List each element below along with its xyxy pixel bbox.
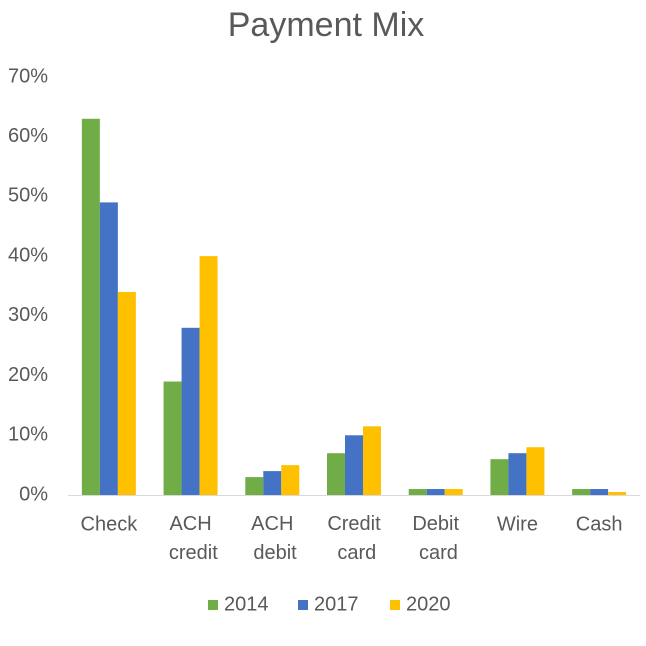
bar [99,202,118,495]
bar [426,489,445,495]
x-tick-label: ACH credit [163,513,218,564]
legend-swatch [390,600,400,610]
x-tick-label: Credit card [327,513,381,564]
legend-label: 2020 [406,593,451,615]
chart-title: Payment Mix [228,6,425,44]
bar [444,489,463,495]
y-tick-label: 30% [8,304,48,326]
y-tick-label: 60% [8,125,48,147]
y-tick-label: 70% [8,65,48,87]
bar [608,492,627,495]
bar [363,426,381,495]
bar [408,489,427,495]
x-tick-label: Check [81,513,139,535]
legend-swatch [208,600,218,610]
legend-swatch [298,600,308,610]
bar [163,381,182,495]
bar [245,477,264,495]
bar [117,291,136,495]
x-tick-label: Cash [576,513,623,535]
bar [508,453,527,495]
bar [81,118,100,496]
bar [327,453,345,495]
y-tick-label: 50% [8,185,48,207]
bar [590,489,609,495]
y-tick-label: 20% [8,364,48,386]
bar [490,459,509,495]
bar [526,447,545,495]
bar [181,327,200,495]
x-tick-label: Debit card [412,513,459,564]
bar [199,256,218,495]
bar [263,471,282,495]
bar [281,465,300,495]
x-tick-label: Wire [497,513,538,535]
bar [345,435,363,495]
y-tick-label: 0% [19,483,48,505]
y-tick-label: 40% [8,244,48,266]
legend-label: 2017 [314,593,359,615]
bar [572,489,591,495]
y-tick-label: 10% [8,424,48,446]
x-tick-label: ACH debit [248,513,297,564]
legend-label: 2014 [224,593,269,615]
